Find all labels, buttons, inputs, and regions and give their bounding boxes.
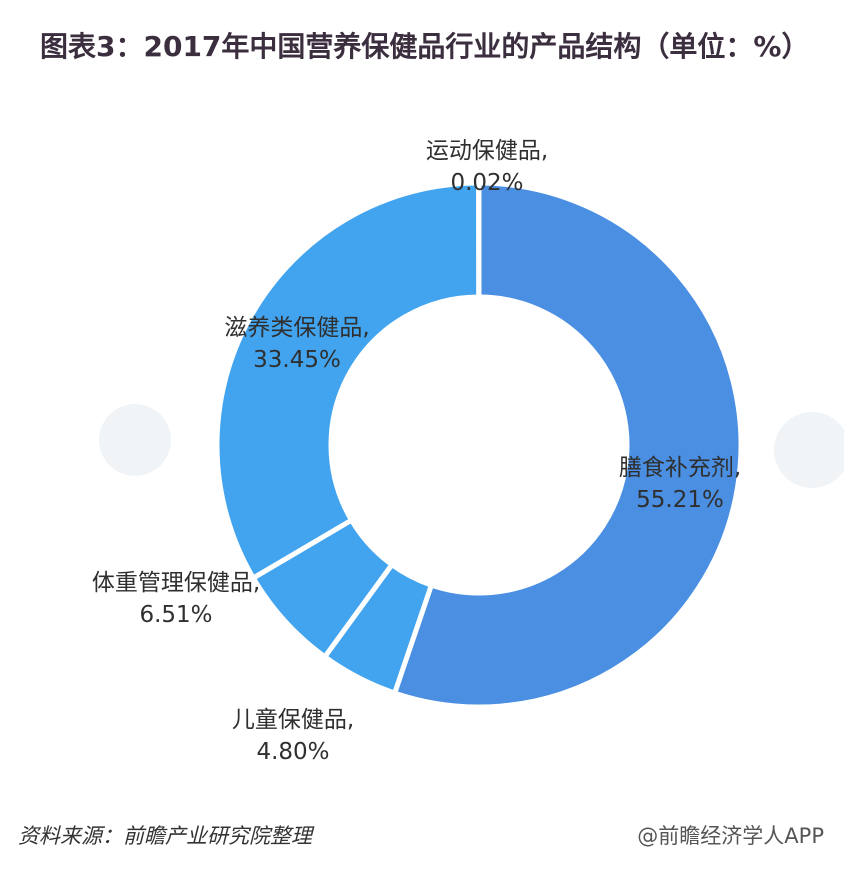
slice-label-name-3: 体重管理保健品,	[92, 570, 260, 596]
slice-label-pct-1: 55.21%	[636, 487, 724, 513]
slice-label-pct-4: 33.45%	[253, 347, 341, 373]
slice-label-name-4: 滋养类保健品,	[224, 315, 369, 341]
slice-label-name-1: 膳食补充剂,	[619, 455, 741, 481]
slice-label-pct-2: 4.80%	[256, 739, 329, 765]
slices-layer	[214, 180, 744, 710]
slice-label-pct-3: 6.51%	[139, 602, 212, 628]
chart-title: 图表3：2017年中国营养保健品行业的产品结构（单位：%）	[40, 30, 810, 63]
slice-label-name-5: 运动保健品,	[426, 138, 548, 164]
slice-label-pct-5: 0.02%	[450, 170, 523, 196]
watermark-logo-left	[99, 404, 171, 476]
source-note: 资料来源：前瞻产业研究院整理	[18, 824, 312, 848]
labels-layer: 膳食补充剂, 55.21% 儿童保健品, 4.80% 体重管理保健品, 6.51% 滋养类保…	[92, 138, 741, 765]
credit-note: @前瞻经济学人APP	[637, 824, 824, 848]
donut-slice-4	[214, 180, 482, 582]
watermark-logo-right	[774, 412, 844, 488]
donut-slice-1	[391, 180, 744, 710]
slice-label-name-2: 儿童保健品,	[232, 707, 354, 733]
